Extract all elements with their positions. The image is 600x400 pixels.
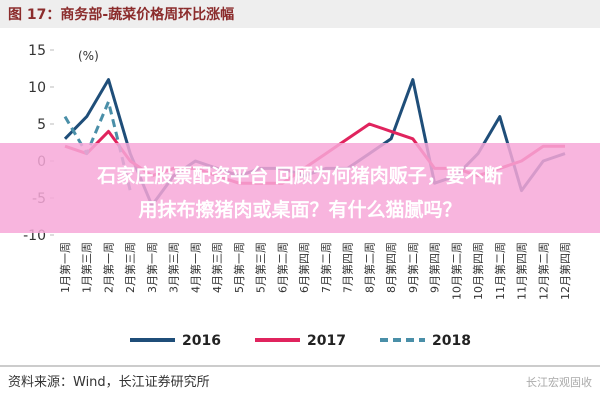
legend-label: 2016 (182, 333, 221, 349)
source: 资料来源：Wind，长江证券研究所 (8, 374, 210, 390)
x-tick-label: 2月第一周 (101, 242, 115, 293)
legend-label: 2017 (307, 333, 346, 349)
x-tick-label: 9月第二周 (406, 242, 420, 293)
y-label: (%) (78, 49, 99, 63)
plot: -10-50510151月第一周1月第三周2月第一周2月第三周3月第一周3月第三… (23, 43, 572, 349)
x-tick-label: 4月第三周 (210, 242, 224, 293)
overlay-text: 石家庄股票配资平台 回顾为何猪肉贩子，要不断 (96, 164, 503, 187)
x-tick-label: 8月第四周 (384, 242, 398, 293)
overlay-text: 用抹布擦猪肉或桌面？有什么猫腻吗？ (138, 198, 461, 221)
x-tick-label: 11月第二周 (493, 242, 507, 300)
x-tick-label: 3月第一周 (145, 242, 159, 293)
x-tick-label: 11月第四周 (515, 242, 529, 300)
x-tick-label: 7月第二周 (319, 242, 333, 293)
x-tick-label: 5月第三周 (254, 242, 268, 293)
x-tick-label: 12月第二周 (536, 242, 550, 300)
overlay-banner (0, 143, 600, 233)
x-tick-label: 10月第四周 (471, 242, 485, 300)
x-tick-label: 7月第四周 (341, 242, 355, 293)
x-tick-label: 8月第二周 (362, 242, 376, 293)
x-tick-label: 4月第一周 (188, 242, 202, 293)
x-tick-label: 1月第三周 (80, 242, 94, 293)
x-tick-label: 6月第四周 (297, 242, 311, 293)
y-tick-label: 15 (28, 43, 46, 59)
x-tick-label: 9月第四周 (428, 242, 442, 293)
x-tick-label: 6月第二周 (275, 242, 289, 293)
y-tick-label: 10 (28, 80, 46, 96)
x-tick-label: 12月第四周 (558, 242, 572, 300)
x-tick-label: 10月第二周 (449, 242, 463, 300)
title-bar (0, 0, 600, 28)
legend-label: 2018 (432, 333, 471, 349)
y-tick-label: 5 (37, 117, 46, 133)
x-tick-label: 3月第三周 (167, 242, 181, 293)
x-tick-label: 1月第一周 (58, 242, 72, 293)
x-tick-label: 2月第三周 (123, 242, 137, 293)
watermark: 长江宏观固收 (526, 375, 592, 389)
x-tick-label: 5月第一周 (232, 242, 246, 293)
chart-title: 图 17：商务部-蔬菜价格周环比涨幅 (8, 6, 234, 23)
